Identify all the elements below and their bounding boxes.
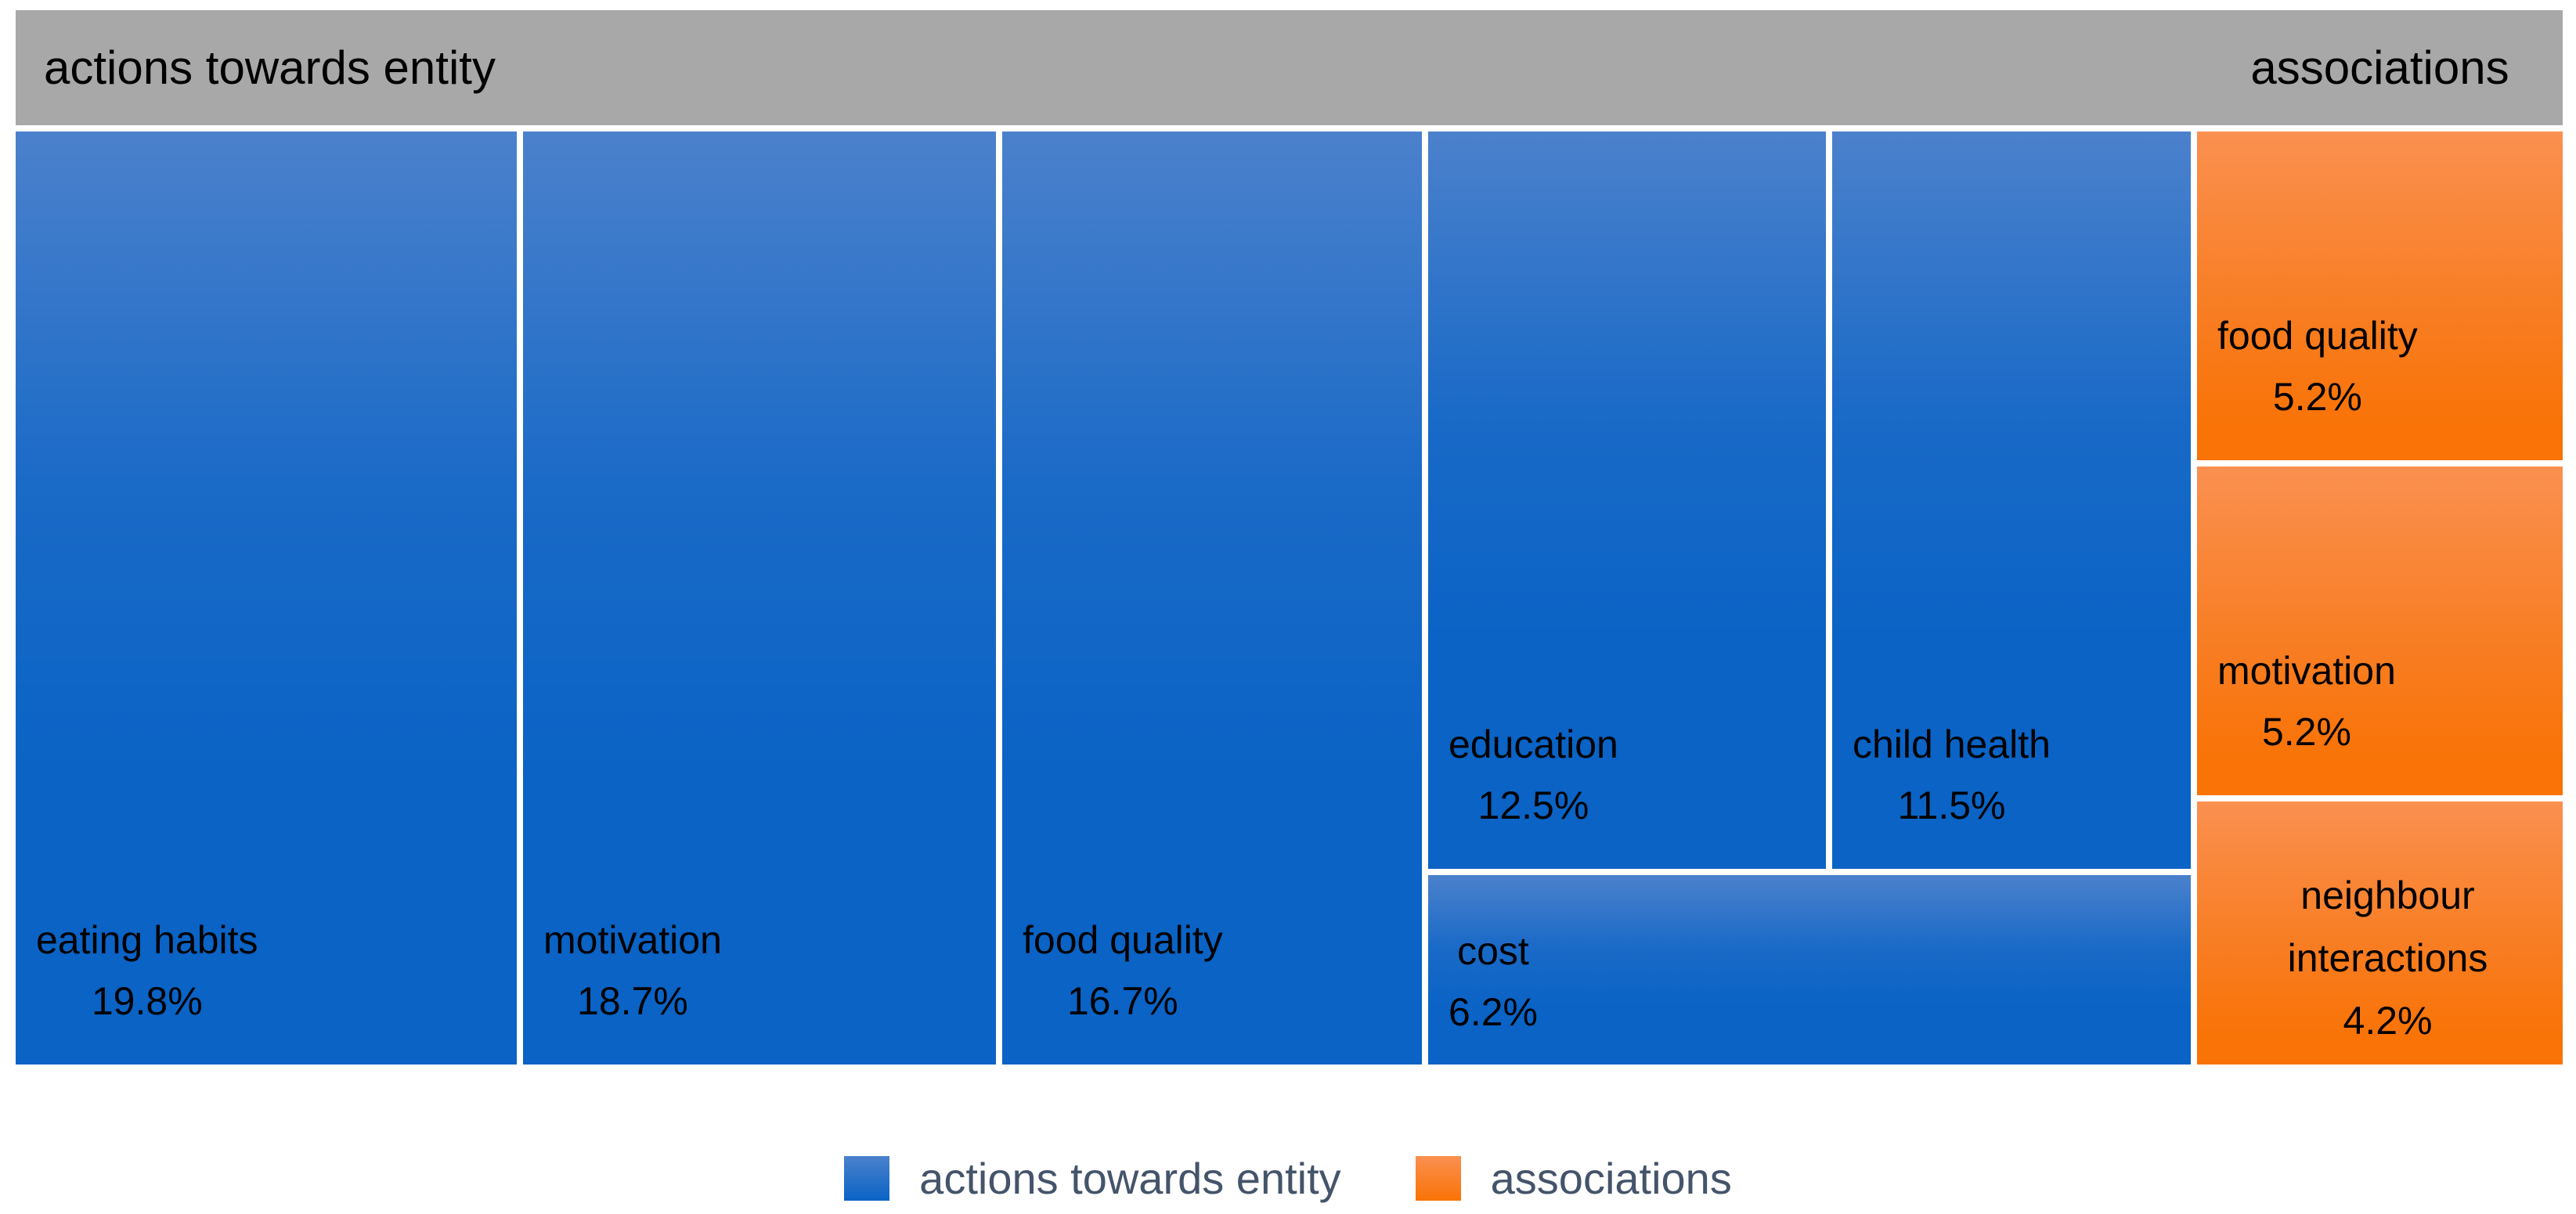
- cell-category: motivation: [2217, 649, 2396, 693]
- cell-category: motivation: [543, 918, 722, 962]
- group-header-associations: associations: [2197, 10, 2563, 125]
- treemap-cell-eating-habits: eating habits 19.8%: [16, 131, 517, 1065]
- cell-percentage: 6.2%: [1449, 989, 1538, 1034]
- cell-label: cost 6.2%: [1428, 921, 1538, 1065]
- treemap-cell-child-health: child health 11.5%: [1832, 131, 2191, 869]
- cell-category: neighbour interactions: [2287, 874, 2488, 980]
- cell-category: food quality: [1023, 918, 1223, 962]
- legend-item-actions-towards-entity: actions towards entity: [844, 1153, 1341, 1204]
- legend-swatch-blue: [844, 1155, 890, 1201]
- treemap-cell-motivation: motivation 18.7%: [523, 131, 996, 1065]
- cell-percentage: 11.5%: [1897, 783, 2006, 827]
- cell-category: eating habits: [36, 918, 258, 962]
- legend-label: associations: [1490, 1153, 1732, 1203]
- legend-swatch-orange: [1415, 1155, 1461, 1201]
- cell-percentage: 5.2%: [2272, 374, 2362, 419]
- group-header-label: actions towards entity: [44, 41, 496, 94]
- cell-label: food quality 16.7%: [1002, 910, 1223, 1065]
- cell-percentage: 18.7%: [577, 978, 688, 1023]
- cell-label: eating habits 19.8%: [16, 910, 258, 1065]
- cell-percentage: 16.7%: [1066, 978, 1178, 1023]
- treemap-cell-assoc-motivation: motivation 5.2%: [2197, 467, 2563, 795]
- cell-category: child health: [1853, 722, 2051, 766]
- cell-label: motivation 18.7%: [523, 910, 722, 1065]
- cell-percentage: 12.5%: [1477, 783, 1589, 827]
- cell-label: food quality 5.2%: [2197, 306, 2418, 460]
- legend-item-associations: associations: [1415, 1153, 1732, 1204]
- cell-percentage: 5.2%: [2261, 709, 2351, 754]
- treemap-cell-neighbour-interactions: neighbour interactions 4.2%: [2197, 802, 2563, 1065]
- cell-percentage: 4.2%: [2343, 999, 2433, 1043]
- cell-label: child health 11.5%: [1832, 715, 2051, 869]
- treemap-cell-assoc-food-quality: food quality 5.2%: [2197, 131, 2563, 460]
- group-header-actions-towards-entity: actions towards entity: [16, 10, 2219, 125]
- cell-category: cost: [1457, 929, 1529, 973]
- cell-category: education: [1449, 722, 1618, 766]
- cell-percentage: 19.8%: [91, 978, 203, 1023]
- cell-category: food quality: [2217, 314, 2418, 358]
- cell-label: motivation 5.2%: [2197, 641, 2396, 795]
- treemap-cell-education: education 12.5%: [1428, 131, 1826, 869]
- cell-label: education 12.5%: [1428, 715, 1618, 869]
- treemap-cell-food-quality: food quality 16.7%: [1002, 131, 1422, 1065]
- chart-legend: actions towards entity associations: [0, 1143, 2576, 1213]
- treemap-cell-cost: cost 6.2%: [1428, 875, 2191, 1065]
- group-header-label: associations: [2250, 41, 2509, 94]
- legend-label: actions towards entity: [919, 1153, 1341, 1203]
- cell-label: neighbour interactions 4.2%: [2197, 864, 2563, 1065]
